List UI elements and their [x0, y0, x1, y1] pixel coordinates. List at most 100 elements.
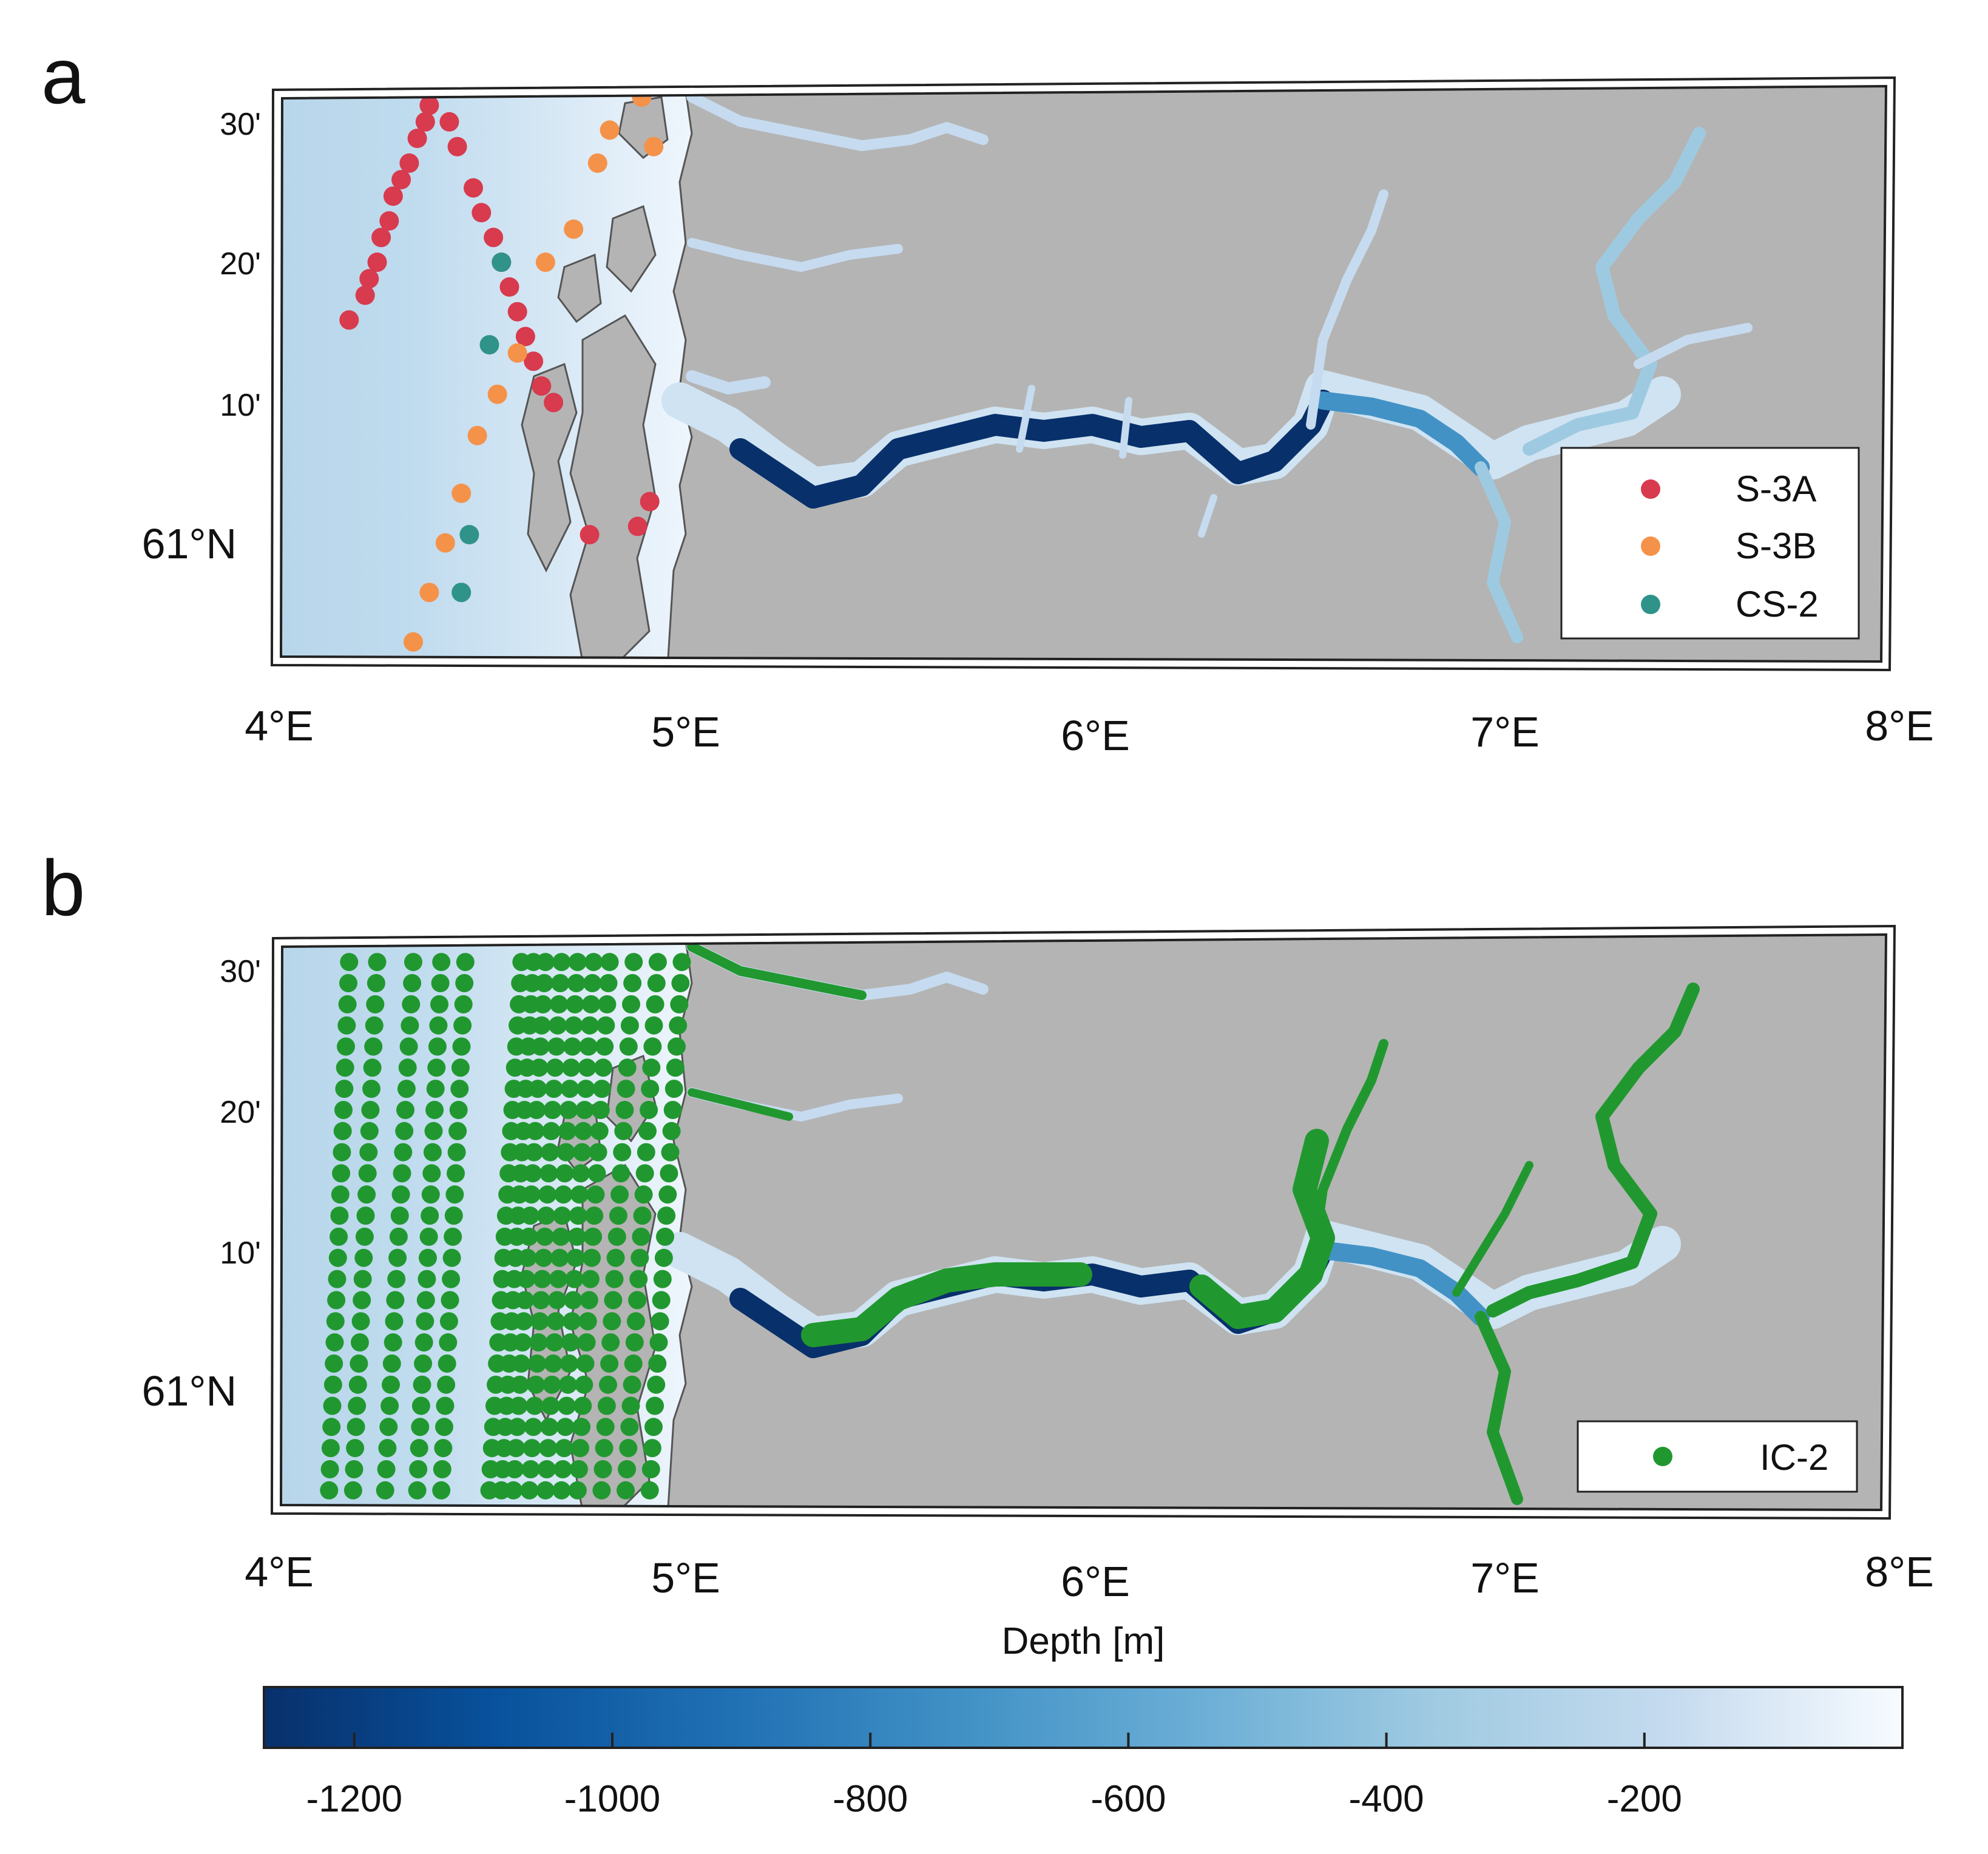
- ic2-point: [424, 1122, 443, 1140]
- ic2-point: [533, 995, 552, 1013]
- ic2-point: [522, 1185, 541, 1204]
- ic2-point: [421, 1185, 440, 1204]
- colorbar: Depth [m] -1200 -1000 -800 -600 -400 -200: [263, 1620, 1904, 1820]
- ic2-point: [441, 1291, 459, 1310]
- ic2-point: [553, 1206, 572, 1225]
- lon-tick-4e: 4°E: [245, 702, 314, 749]
- lon-tick-8e: 8°E: [1865, 1548, 1934, 1595]
- ic2-point: [327, 1291, 346, 1310]
- ic2-point: [450, 1080, 469, 1098]
- ic2-point: [389, 1227, 408, 1246]
- ic2-point: [547, 1037, 566, 1056]
- ic2-point: [426, 1080, 445, 1098]
- ic2-point: [418, 1270, 436, 1288]
- ic2-point: [544, 1354, 563, 1373]
- s3a-point: [355, 285, 375, 305]
- ic2-point: [348, 1396, 367, 1415]
- ic2-point: [432, 953, 451, 972]
- ic2-point: [622, 995, 640, 1013]
- ic2-point: [332, 1164, 351, 1183]
- ic2-point: [509, 1396, 528, 1415]
- colorbar-tick-label: -1000: [564, 1778, 661, 1820]
- s3b-point: [487, 384, 507, 404]
- s3a-point: [447, 137, 467, 157]
- ic2-point: [432, 1481, 451, 1500]
- ic2-point: [368, 953, 387, 972]
- ic2-point: [437, 1375, 456, 1394]
- colorbar-label: Depth [m]: [1002, 1620, 1165, 1662]
- legend-marker-s3b: [1641, 536, 1660, 556]
- map-frame-outer: [270, 76, 1896, 672]
- ic2-point: [640, 1481, 659, 1500]
- ic2-point: [566, 995, 584, 1013]
- ic2-point: [583, 974, 602, 992]
- s3a-point: [532, 376, 552, 396]
- ic2-point: [561, 1080, 580, 1098]
- ic2-point: [529, 1080, 547, 1098]
- ic2-point: [566, 1248, 585, 1267]
- ic2-point: [386, 1291, 405, 1310]
- ic2-point: [621, 1396, 640, 1415]
- s3a-point: [399, 153, 419, 173]
- lon-tick-8e: 8°E: [1865, 702, 1934, 749]
- s3a-point: [391, 170, 411, 189]
- ic2-point: [527, 1101, 546, 1119]
- ic2-point: [569, 1206, 587, 1225]
- ic2-point: [422, 1164, 441, 1183]
- ic2-point: [597, 1016, 615, 1035]
- ic2-point: [539, 1439, 558, 1458]
- lat-tick-20: 20': [220, 246, 261, 282]
- ic2-point: [378, 1439, 397, 1458]
- ic2-point: [576, 1354, 595, 1373]
- ic2-point: [455, 974, 474, 992]
- ic2-point: [321, 1439, 340, 1458]
- legend-label-s3b: S-3B: [1736, 526, 1816, 566]
- ic2-point: [439, 1333, 458, 1352]
- ic2-point: [668, 1037, 686, 1056]
- ic2-point: [647, 974, 666, 992]
- ic2-point: [535, 1227, 554, 1246]
- lon-tick-4e: 4°E: [245, 1548, 314, 1595]
- ic2-point: [596, 1418, 615, 1436]
- ic2-point: [643, 1439, 661, 1458]
- ic2-point: [651, 1312, 669, 1331]
- ic2-point: [430, 995, 448, 1013]
- ic2-point: [434, 1439, 453, 1458]
- ic2-point: [530, 1058, 549, 1077]
- s3b-point: [467, 425, 487, 445]
- s3b-point: [564, 219, 584, 239]
- ic2-point: [390, 1206, 409, 1225]
- s3b-point: [587, 153, 607, 173]
- ic2-point: [629, 1270, 648, 1288]
- ic2-point: [662, 1122, 681, 1140]
- ic2-point: [526, 1122, 544, 1140]
- legend-box: [1560, 447, 1860, 640]
- ic2-point: [589, 1143, 607, 1162]
- ic2-point: [529, 1333, 548, 1352]
- lat-tick-61n: 61°N: [142, 520, 237, 567]
- ic2-point: [337, 1016, 356, 1035]
- ic2-point: [641, 1080, 660, 1098]
- ic2-point: [449, 1101, 468, 1119]
- lon-tick-labels: 4°E 5°E 6°E 7°E 8°E: [245, 702, 1934, 759]
- ic2-point: [557, 1396, 576, 1415]
- ic2-point: [454, 995, 473, 1013]
- ic2-point: [444, 1206, 463, 1225]
- ic2-point: [605, 1270, 624, 1288]
- ic2-point: [554, 1185, 573, 1204]
- ic2-point: [442, 1270, 461, 1288]
- ic2-point: [330, 1227, 348, 1246]
- ic2-point: [504, 1481, 523, 1500]
- ic2-point: [582, 995, 600, 1013]
- colorbar-tick-label: -600: [1090, 1778, 1166, 1820]
- satellite-points: [339, 87, 664, 661]
- ic2-point: [527, 1375, 546, 1394]
- ic2-point: [642, 1058, 661, 1077]
- ic2-point: [578, 1312, 597, 1331]
- ic2-point: [620, 1418, 639, 1436]
- map-frame: [279, 84, 1888, 663]
- ic2-point: [394, 1143, 413, 1162]
- s3a-point: [407, 129, 427, 148]
- ic2-point: [632, 1227, 651, 1246]
- ic2-point: [577, 1333, 596, 1352]
